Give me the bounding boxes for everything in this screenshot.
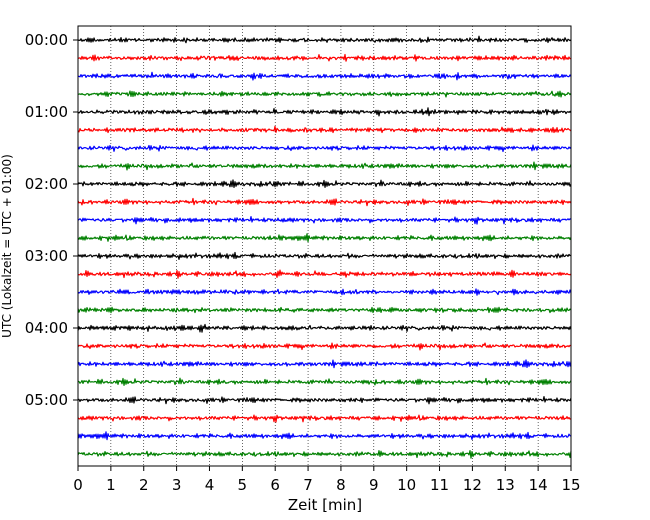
- grid-lines: [110, 26, 539, 466]
- y-tick-label: 00:00: [25, 31, 68, 49]
- trace-line: [77, 90, 572, 98]
- y-tick-label: 01:00: [25, 103, 68, 121]
- trace-line: [77, 107, 572, 117]
- y-tick-label: 03:00: [25, 247, 68, 265]
- x-tick-label: 13: [496, 476, 515, 494]
- trace-line: [77, 431, 572, 441]
- trace-line: [77, 35, 572, 44]
- trace-line: [77, 197, 572, 207]
- x-tick-label: 1: [106, 476, 116, 494]
- trace-line: [77, 125, 572, 134]
- trace-line: [77, 414, 572, 423]
- y-tick-label: 05:00: [25, 391, 68, 409]
- x-tick-label: 11: [430, 476, 449, 494]
- x-axis-label: Zeit [min]: [288, 496, 362, 514]
- trace-line: [77, 53, 572, 62]
- trace-line: [77, 216, 572, 225]
- x-tick-label: 2: [139, 476, 149, 494]
- y-axis: 00:00 01:00 02:00 03:00 04:00 05:00: [25, 31, 78, 409]
- trace-line: [77, 323, 572, 333]
- trace-line: [77, 71, 572, 81]
- x-tick-label: 6: [270, 476, 280, 494]
- trace-group: [77, 35, 572, 459]
- trace-line: [77, 161, 572, 171]
- x-tick-label: 4: [205, 476, 215, 494]
- y-tick-label: 02:00: [25, 175, 68, 193]
- trace-line: [77, 233, 572, 243]
- x-tick-label: 12: [463, 476, 482, 494]
- trace-line: [77, 306, 572, 314]
- trace-line: [77, 179, 572, 188]
- x-tick-label: 3: [172, 476, 182, 494]
- plot-frame: [77, 25, 572, 467]
- y-axis-label: UTC (Lokalzeit = UTC + 01:00): [0, 154, 14, 338]
- trace-line: [77, 288, 572, 296]
- trace-line: [77, 269, 572, 279]
- trace-line: [77, 342, 572, 351]
- x-axis: 0 1 2 3 4 5 6 7 8 9 10 11 12 13 14 15: [73, 466, 581, 494]
- x-tick-label: 9: [369, 476, 379, 494]
- x-tick-label: 15: [561, 476, 580, 494]
- x-tick-label: 8: [336, 476, 346, 494]
- trace-line: [77, 359, 572, 369]
- trace-line: [77, 377, 572, 386]
- trace-line: [77, 396, 572, 405]
- x-tick-label: 7: [303, 476, 313, 494]
- x-tick-label: 5: [238, 476, 248, 494]
- x-tick-label: 14: [529, 476, 548, 494]
- x-tick-label: 10: [397, 476, 416, 494]
- trace-line: [77, 450, 572, 459]
- x-tick-label: 0: [73, 476, 83, 494]
- trace-line: [77, 144, 572, 153]
- trace-line: [77, 251, 572, 260]
- y-tick-label: 04:00: [25, 319, 68, 337]
